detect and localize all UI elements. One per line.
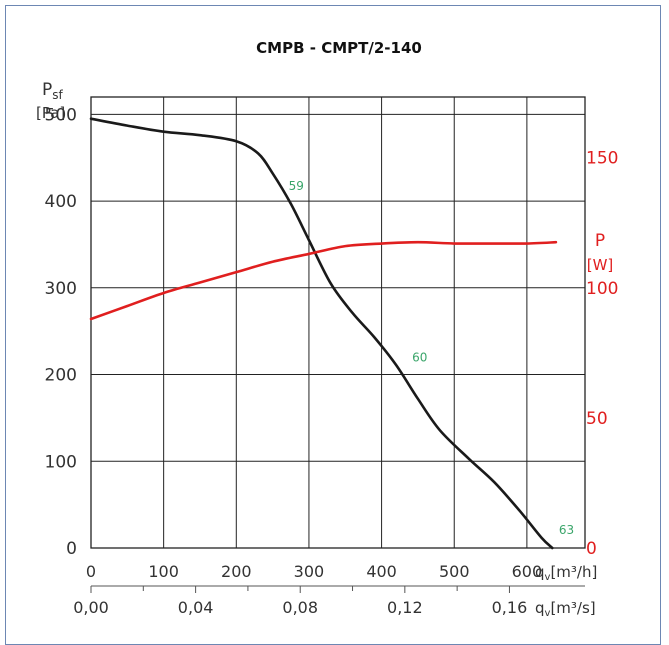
tick-labels: 0 100 200 300 400 500 600 0 100 200 300 400 500 0 50 10… [45,105,619,617]
annotation-label: 63 [559,523,574,537]
annotations: 59 60 63 [289,179,575,537]
x-tick-label-m3h: 400 [366,562,397,581]
chart-title: CMPB - CMPT/2-140 [256,39,422,57]
y-tick-label-w: 100 [586,279,618,299]
power-curve [89,240,558,321]
y-tick-label-w: 50 [586,409,608,429]
plot-border [90,96,586,549]
x-tick-label-m3h: 500 [439,562,470,581]
y-tick-label-pa: 500 [45,105,77,125]
x-tick-label-m3s: 0,16 [492,598,528,617]
x-tick-label-m3s: 0,00 [73,598,109,617]
x-tick-label-m3s: 0,08 [282,598,318,617]
x-tick-label-m3s: 0,12 [387,598,423,617]
y-left-label: Psf [42,80,64,102]
y-tick-label-pa: 400 [45,192,77,212]
grid [90,97,585,549]
x-tick-label-m3h: 600 [512,562,543,581]
curves [89,117,558,550]
y-tick-label-w: 0 [586,539,597,559]
x-bottom-label: qv[m³/s] [535,599,596,619]
pressure-curve [89,117,554,550]
x-tick-label-m3h: 300 [294,562,325,581]
y-tick-label-pa: 100 [45,452,77,472]
x-tick-label-m3h: 200 [221,562,252,581]
annotation-label: 60 [412,351,427,365]
y-right-label: P [595,231,605,251]
x-tick-label-m3h: 100 [148,562,179,581]
y-tick-label-pa: 0 [66,539,77,559]
annotation-label: 59 [289,179,304,193]
y-tick-label-pa: 200 [45,366,77,386]
x-top-label: qv[m³/h] [535,563,597,583]
y-left-unit: [Pa] [36,104,65,122]
x-tick-label-m3s: 0,04 [178,598,214,617]
y-right-unit: [W] [587,256,614,274]
x-tick-label-m3h: 0 [86,562,96,581]
y-tick-label-pa: 300 [45,279,77,299]
y-tick-label-w: 150 [586,149,618,169]
